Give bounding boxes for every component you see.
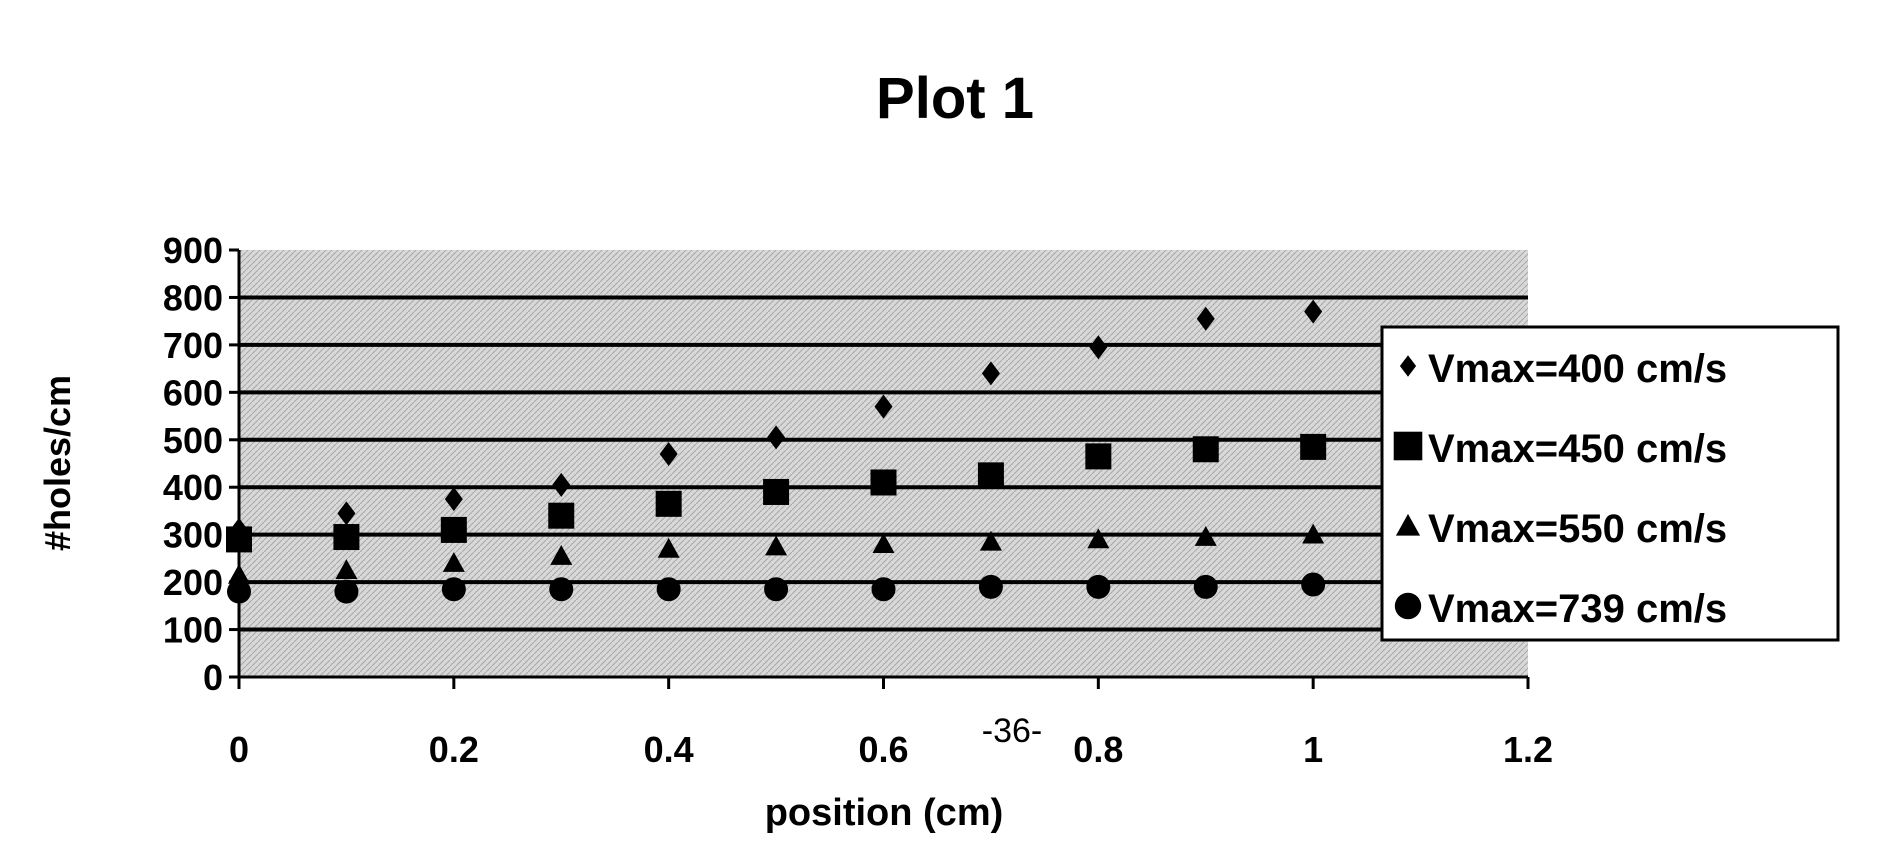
data-point-circle — [334, 580, 358, 604]
data-point-square — [1193, 436, 1219, 462]
data-point-circle — [1086, 575, 1110, 599]
data-point-circle — [442, 577, 466, 601]
legend-label: Vmax=739 cm/s — [1428, 587, 1727, 631]
data-point-square — [1300, 434, 1326, 460]
data-point-square — [763, 479, 789, 505]
y-tick-label: 100 — [163, 610, 223, 651]
data-point-circle — [227, 580, 251, 604]
x-tick-label: 0.6 — [858, 729, 908, 770]
x-tick-label: 0 — [229, 729, 249, 770]
data-point-circle — [657, 577, 681, 601]
plot-area — [239, 250, 1528, 677]
y-tick-label: 500 — [163, 420, 223, 461]
x-tick-label: 1.2 — [1503, 729, 1553, 770]
legend-label: Vmax=400 cm/s — [1428, 347, 1727, 391]
data-point-circle — [872, 577, 896, 601]
y-tick-label: 700 — [163, 325, 223, 366]
page-number: -36- — [982, 712, 1042, 750]
data-point-square — [548, 503, 574, 529]
legend-label: Vmax=450 cm/s — [1428, 427, 1727, 471]
y-tick-label: 600 — [163, 372, 223, 413]
legend-marker-circle — [1395, 593, 1421, 619]
legend-marker-square — [1394, 432, 1423, 461]
data-point-square — [978, 462, 1004, 488]
data-point-square — [226, 526, 252, 552]
data-point-square — [333, 524, 359, 550]
data-point-square — [871, 469, 897, 495]
data-point-circle — [1194, 575, 1218, 599]
legend-label: Vmax=550 cm/s — [1428, 507, 1727, 551]
data-point-circle — [1301, 572, 1325, 596]
data-point-circle — [979, 575, 1003, 599]
x-axis-label: position (cm) — [765, 792, 1004, 834]
y-tick-label: 900 — [163, 230, 223, 271]
x-tick-label: 1 — [1303, 729, 1323, 770]
y-tick-label: 200 — [163, 562, 223, 603]
y-axis-label: #holes/cm — [37, 375, 78, 551]
data-point-circle — [549, 577, 573, 601]
data-point-square — [656, 491, 682, 517]
x-tick-label: 0.4 — [644, 729, 694, 770]
data-point-square — [441, 517, 467, 543]
x-tick-label: 0.2 — [429, 729, 479, 770]
data-point-circle — [764, 577, 788, 601]
y-tick-label: 800 — [163, 277, 223, 318]
x-tick-label: 0.8 — [1073, 729, 1123, 770]
chart: Plot 1 0 100 200 300 400 500 600 700 800 900 0 0.2 0… — [0, 0, 1888, 845]
legend: Vmax=400 cm/s Vmax=450 cm/s Vmax=550 cm/s V… — [1382, 327, 1838, 640]
data-point-square — [1085, 443, 1111, 469]
chart-title: Plot 1 — [876, 66, 1034, 131]
y-tick-label: 300 — [163, 515, 223, 556]
y-tick-label: 0 — [203, 657, 223, 698]
y-tick-label: 400 — [163, 467, 223, 508]
